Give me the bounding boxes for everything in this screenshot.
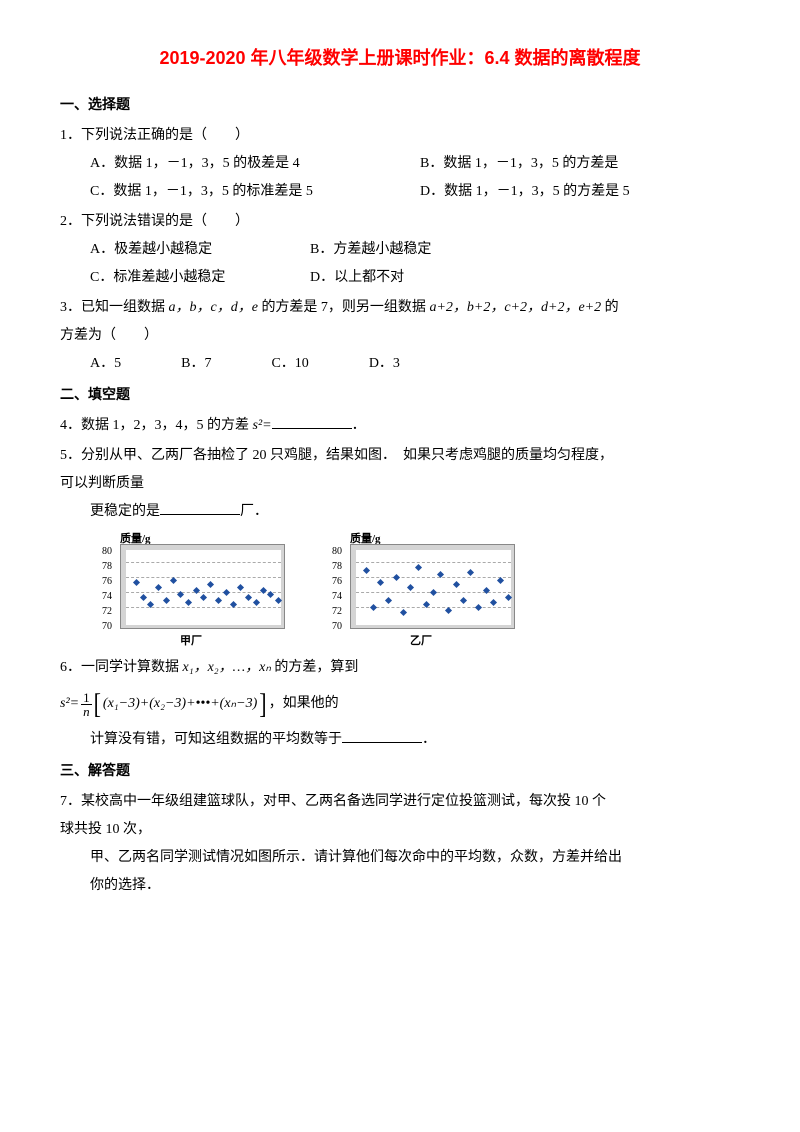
section-fill: 二、填空题 [60, 382, 740, 410]
q3-opt-d: D．3 [369, 350, 400, 378]
q3-opt-a: A．5 [90, 350, 121, 378]
q6-line3: 计算没有错，可知这组数据的平均数等于． [60, 726, 740, 754]
chart-2: 质量/g 80 78 76 74 72 70 乙厂 [320, 530, 520, 650]
q2-opt-a: A．极差越小越稳定 [90, 236, 270, 264]
q1-text: 1．下列说法正确的是（ ） [60, 122, 740, 150]
chart-1: 质量/g 80 78 76 74 72 70 甲厂 [90, 530, 290, 650]
q5-line1: 5．分别从甲、乙两厂各抽检了 20 只鸡腿，结果如图． 如果只考虑鸡腿的质量均匀… [60, 442, 740, 470]
page-title: 2019-2020 年八年级数学上册课时作业：6.4 数据的离散程度 [60, 40, 740, 76]
q6-line1: 6．一同学计算数据 x₁，x₂，…，xₙ 的方差，算到 [60, 654, 740, 682]
q1-opt-c: C．数据 1，－1，3，5 的标准差是 5 [90, 178, 380, 206]
q2-opt-d: D．以上都不对 [310, 264, 404, 292]
q7-line3: 甲、乙两名同学测试情况如图所示．请计算他们每次命中的平均数，众数，方差并给出 [60, 844, 740, 872]
q5-line2: 可以判断质量 [60, 470, 740, 498]
q2-text: 2．下列说法错误的是（ ） [60, 208, 740, 236]
q6-formula: s²= 1n [(x₁−3)+(x₂−3)+•••+(xₙ−3)] ，如果他的 [60, 682, 740, 726]
q1-opt-d: D．数据 1，－1，3，5 的方差是 5 [420, 178, 630, 206]
charts-container: 质量/g 80 78 76 74 72 70 甲厂 质量/g 80 78 76 … [60, 530, 740, 650]
q7-line2: 球共投 10 次， [60, 816, 740, 844]
q1-opt-b: B．数据 1，－1，3，5 的方差是 [420, 150, 618, 178]
q3-opt-c: C．10 [271, 350, 308, 378]
q3-opt-b: B．7 [181, 350, 211, 378]
q2-opt-c: C．标准差越小越稳定 [90, 264, 270, 292]
q2-opt-b: B．方差越小越稳定 [310, 236, 431, 264]
q5-line3: 更稳定的是厂． [60, 498, 740, 526]
section-answer: 三、解答题 [60, 758, 740, 786]
section-choice: 一、选择题 [60, 92, 740, 120]
q3-line1: 3．已知一组数据 a，b，c，d，e 的方差是 7，则另一组数据 a+2，b+2… [60, 294, 740, 322]
q7-line1: 7．某校高中一年级组建篮球队，对甲、乙两名备选同学进行定位投篮测试，每次投 10… [60, 788, 740, 816]
q3-line2: 方差为（ ） [60, 322, 740, 350]
q1-opt-a: A．数据 1，－1，3，5 的极差是 4 [90, 150, 380, 178]
q7-line4: 你的选择． [60, 872, 740, 900]
q4: 4．数据 1，2，3，4，5 的方差 s²=． [60, 412, 740, 440]
